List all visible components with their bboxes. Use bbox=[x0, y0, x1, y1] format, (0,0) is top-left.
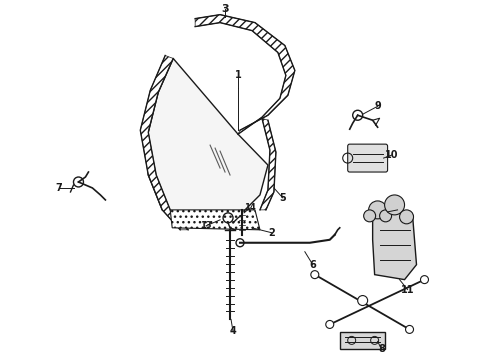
Circle shape bbox=[399, 210, 414, 224]
Text: 5: 5 bbox=[279, 193, 286, 203]
Circle shape bbox=[385, 195, 405, 215]
Text: 11: 11 bbox=[401, 284, 414, 294]
Circle shape bbox=[406, 325, 414, 333]
Polygon shape bbox=[195, 15, 295, 134]
Text: 13: 13 bbox=[200, 221, 212, 230]
Polygon shape bbox=[260, 118, 276, 210]
Text: 14: 14 bbox=[244, 203, 256, 212]
Text: 9: 9 bbox=[374, 101, 381, 111]
Circle shape bbox=[326, 320, 334, 328]
Circle shape bbox=[364, 210, 376, 222]
Circle shape bbox=[311, 271, 319, 279]
Polygon shape bbox=[372, 210, 416, 280]
Text: 3: 3 bbox=[221, 4, 229, 14]
FancyBboxPatch shape bbox=[348, 144, 388, 172]
Polygon shape bbox=[170, 210, 260, 230]
Polygon shape bbox=[140, 55, 188, 230]
Text: 12: 12 bbox=[391, 205, 404, 215]
Polygon shape bbox=[340, 332, 385, 349]
Text: 10: 10 bbox=[385, 150, 398, 160]
Text: 2: 2 bbox=[269, 228, 275, 238]
Polygon shape bbox=[148, 58, 268, 225]
Text: 1: 1 bbox=[235, 71, 242, 80]
Circle shape bbox=[368, 201, 387, 219]
Circle shape bbox=[380, 210, 392, 222]
Circle shape bbox=[358, 296, 368, 306]
Circle shape bbox=[420, 276, 428, 284]
Text: 6: 6 bbox=[309, 260, 316, 270]
Text: 8: 8 bbox=[378, 345, 385, 354]
Text: 7: 7 bbox=[55, 183, 62, 193]
Text: 4: 4 bbox=[230, 327, 236, 336]
